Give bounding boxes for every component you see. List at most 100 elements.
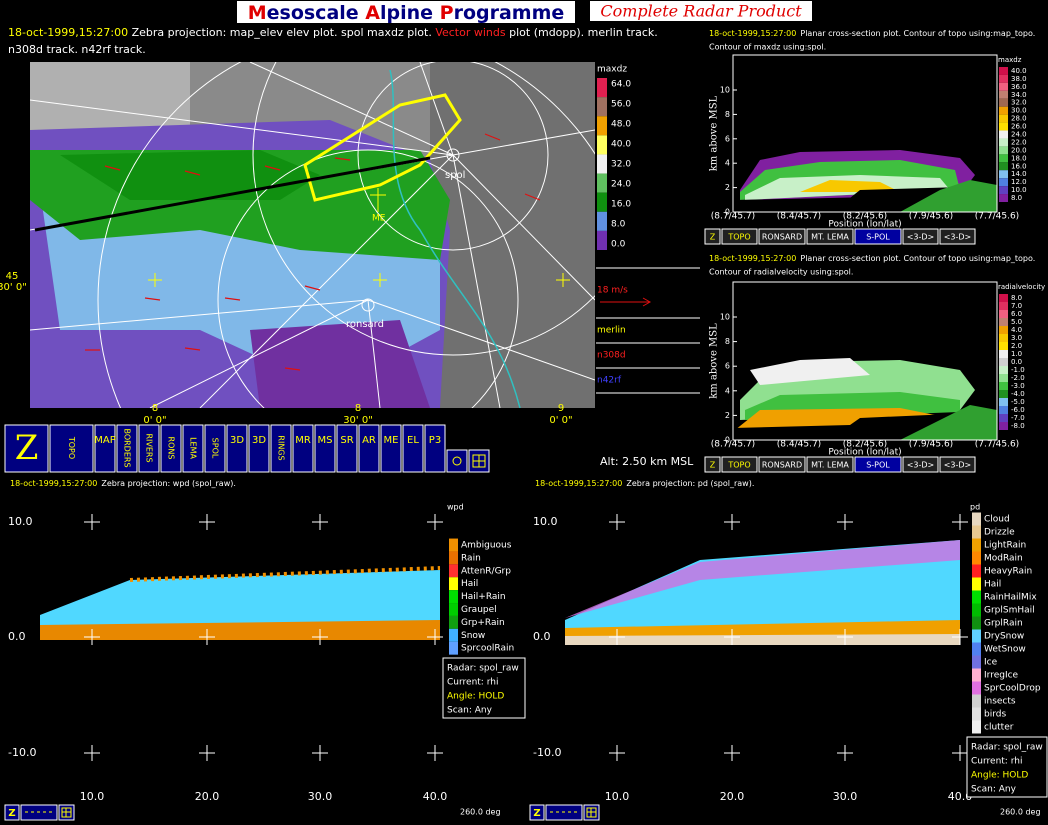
legend-value: 10.0 xyxy=(1011,186,1027,194)
crosshair xyxy=(199,745,215,761)
button-face xyxy=(402,424,424,473)
page-title: Mesoscale Alpine Programme xyxy=(248,2,565,24)
y-tick-label: -10.0 xyxy=(533,746,561,759)
button-label: LEMA xyxy=(189,437,198,459)
button-face xyxy=(806,456,854,473)
status-line: Radar: spol_raw xyxy=(447,664,519,674)
lon-label: 8 xyxy=(355,403,361,414)
toolbar-button[interactable]: P3 xyxy=(424,424,446,473)
status-line: Angle: HOLD xyxy=(971,771,1028,781)
legend-title: radialvelocity xyxy=(998,283,1045,291)
panel-button[interactable]: RONSARD xyxy=(758,228,806,245)
toolbar-button[interactable]: BORDERS xyxy=(116,424,138,473)
button-label: EL xyxy=(407,435,419,446)
button-face xyxy=(380,424,402,473)
crosshair xyxy=(312,629,328,645)
crosshair xyxy=(837,514,853,530)
track-label: n308d xyxy=(597,351,626,361)
button-icon xyxy=(61,807,72,818)
y-tick-label: 8 xyxy=(725,110,730,119)
crosshair xyxy=(199,629,215,645)
button-face xyxy=(204,424,226,473)
panel-button[interactable]: RONSARD xyxy=(758,456,806,473)
panel-button[interactable]: MT. LEMA xyxy=(806,228,854,245)
crosshair xyxy=(724,745,740,761)
toolbar-button[interactable]: MAP xyxy=(94,424,116,473)
status-line: Scan: Any xyxy=(447,706,493,716)
title-part: rogramme xyxy=(454,2,565,24)
button-face xyxy=(939,228,976,245)
panel-button[interactable]: MT. LEMA xyxy=(806,456,854,473)
toolbar-button[interactable]: TOPO xyxy=(49,424,94,473)
toolbar-button[interactable]: RINGS xyxy=(270,424,292,473)
legend-value: 8.0 xyxy=(611,220,626,230)
mini-toolbar[interactable]: Z xyxy=(529,804,600,821)
panel-button[interactable]: <3-D> xyxy=(902,456,939,473)
x-tick-label: 20.0 xyxy=(720,790,745,803)
panel-button[interactable]: S-POL xyxy=(854,456,902,473)
button-label: AR xyxy=(362,435,376,446)
toolbar-button[interactable] xyxy=(446,449,490,473)
crosshair xyxy=(952,629,968,645)
button-face xyxy=(182,424,204,473)
legend-swatch xyxy=(999,122,1008,131)
legend-value: 8.0 xyxy=(1011,194,1022,202)
toolbar-button[interactable]: SR xyxy=(336,424,358,473)
legend-label: Rain xyxy=(461,553,481,563)
toolbar-button[interactable]: 3D xyxy=(248,424,270,473)
legend-swatch xyxy=(999,334,1008,342)
map-caption: 18-oct-1999,15:27:00 Zebra projection: m… xyxy=(8,26,658,39)
timestamp: 18-oct-1999,15:27:00 xyxy=(10,479,97,488)
button-label: MT. LEMA xyxy=(811,461,849,470)
legend-title: maxdz xyxy=(998,56,1022,64)
toolbar-button[interactable]: RIVERS xyxy=(138,424,160,473)
mini-toolbar[interactable]: Z xyxy=(4,804,75,821)
y-axis-label: km above MSL xyxy=(709,323,720,399)
legend-label: GrplSmHail xyxy=(984,606,1035,616)
y-tick-label: 2 xyxy=(725,411,730,420)
legend-value: 0.0 xyxy=(611,240,626,250)
caption-part: Planar cross-section plot. Contour of to… xyxy=(800,29,1035,38)
toolbar-button[interactable]: AR xyxy=(358,424,380,473)
crosshair xyxy=(84,514,100,530)
legend-swatch xyxy=(999,194,1008,202)
toolbar-button[interactable]: 3D xyxy=(226,424,248,473)
panel-button[interactable]: <3-D> xyxy=(939,456,976,473)
button-label: Z xyxy=(533,808,540,819)
toolbar-button[interactable]: RONS xyxy=(160,424,182,473)
title-part: P xyxy=(440,2,454,24)
lon-label: 30' 0" xyxy=(343,415,373,426)
button-face xyxy=(4,424,49,473)
cross-section-plot xyxy=(733,150,997,212)
button-label: BORDERS xyxy=(123,428,132,467)
caption-part: Planar cross-section plot. Contour of to… xyxy=(800,254,1035,263)
toolbar-button[interactable]: Z xyxy=(4,424,49,473)
toolbar-button[interactable]: MR xyxy=(292,424,314,473)
y-tick-label: 10 xyxy=(720,86,730,95)
site-label: ronsard xyxy=(346,319,384,330)
crosshair xyxy=(312,745,328,761)
toolbar-button[interactable]: LEMA xyxy=(182,424,204,473)
panel-button[interactable]: <3-D> xyxy=(902,228,939,245)
legend-swatch xyxy=(999,294,1008,302)
legend-swatch xyxy=(972,655,981,669)
y-tick-label: -10.0 xyxy=(8,746,36,759)
panel-button[interactable]: Z xyxy=(704,456,721,473)
toolbar-button[interactable]: MS xyxy=(314,424,336,473)
button-face xyxy=(902,456,939,473)
toolbar-button[interactable]: EL xyxy=(402,424,424,473)
button-icon xyxy=(586,807,597,818)
panel-button[interactable]: TOPO xyxy=(721,228,758,245)
legend-swatch xyxy=(972,590,981,604)
panel-button[interactable]: Z xyxy=(704,228,721,245)
x-tick-label: 10.0 xyxy=(80,790,105,803)
y-tick-label: 8 xyxy=(725,337,730,346)
panel-button[interactable]: <3-D> xyxy=(939,228,976,245)
legend-swatch xyxy=(999,186,1008,195)
toolbar-button[interactable]: SPOL xyxy=(204,424,226,473)
panel-button[interactable]: S-POL xyxy=(854,228,902,245)
panel-button[interactable]: TOPO xyxy=(721,456,758,473)
toolbar-button[interactable]: ME xyxy=(380,424,402,473)
crosshair xyxy=(84,629,100,645)
